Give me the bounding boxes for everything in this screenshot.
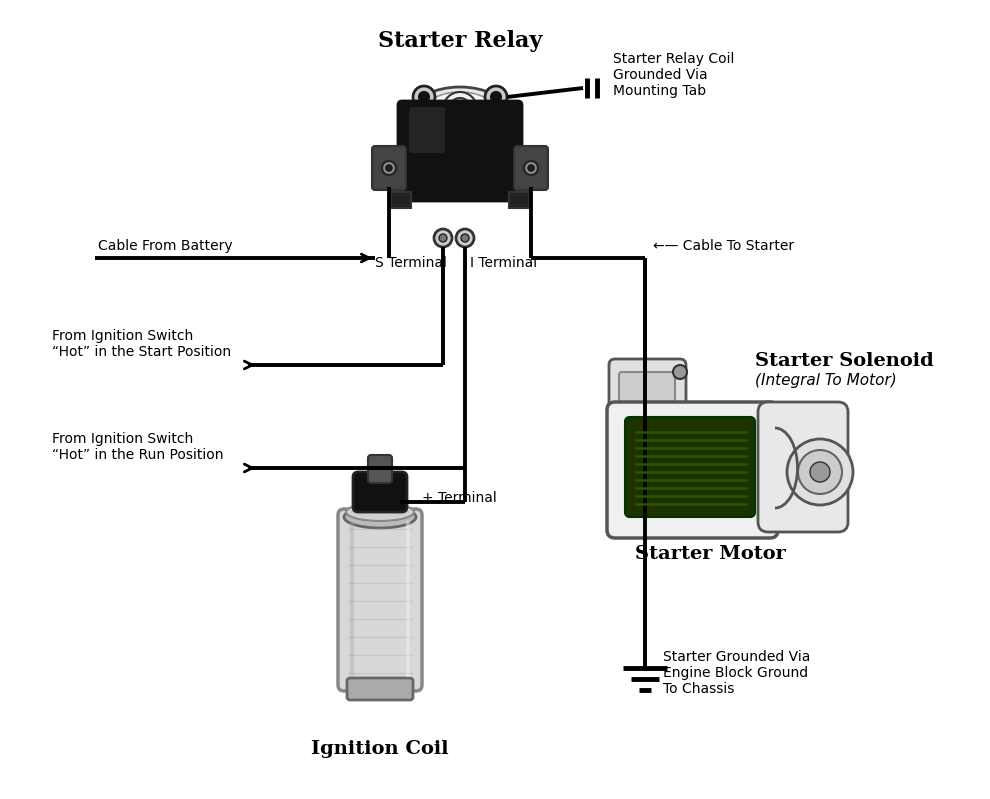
- Text: + Terminal: + Terminal: [422, 491, 497, 505]
- Circle shape: [455, 104, 465, 114]
- Circle shape: [491, 92, 501, 102]
- Circle shape: [787, 439, 853, 505]
- Text: Starter Solenoid: Starter Solenoid: [755, 352, 934, 370]
- Circle shape: [386, 165, 392, 171]
- Circle shape: [449, 98, 471, 120]
- Text: Starter Grounded Via
Engine Block Ground
To Chassis: Starter Grounded Via Engine Block Ground…: [663, 650, 811, 696]
- FancyBboxPatch shape: [353, 472, 407, 512]
- Text: (Integral To Motor): (Integral To Motor): [755, 373, 897, 388]
- FancyBboxPatch shape: [372, 146, 406, 190]
- Text: Starter Relay Coil
Grounded Via
Mounting Tab: Starter Relay Coil Grounded Via Mounting…: [613, 52, 735, 98]
- FancyBboxPatch shape: [609, 359, 686, 426]
- Ellipse shape: [425, 92, 495, 130]
- Circle shape: [528, 165, 534, 171]
- FancyBboxPatch shape: [347, 678, 413, 700]
- Circle shape: [439, 234, 447, 242]
- Text: ←— Cable To Starter: ←— Cable To Starter: [653, 239, 794, 253]
- FancyBboxPatch shape: [625, 417, 755, 517]
- FancyBboxPatch shape: [758, 402, 848, 532]
- Ellipse shape: [346, 503, 414, 521]
- Circle shape: [810, 462, 830, 482]
- FancyBboxPatch shape: [619, 372, 675, 403]
- Circle shape: [798, 450, 842, 494]
- Text: Starter Relay: Starter Relay: [378, 30, 543, 52]
- FancyBboxPatch shape: [409, 107, 445, 153]
- Text: From Ignition Switch
“Hot” in the Start Position: From Ignition Switch “Hot” in the Start …: [52, 329, 231, 359]
- Text: From Ignition Switch
“Hot” in the Run Position: From Ignition Switch “Hot” in the Run Po…: [52, 431, 224, 462]
- FancyBboxPatch shape: [607, 402, 778, 538]
- FancyBboxPatch shape: [391, 192, 411, 208]
- FancyBboxPatch shape: [338, 509, 422, 691]
- Text: S Terminal: S Terminal: [375, 256, 446, 270]
- FancyBboxPatch shape: [368, 455, 392, 483]
- Ellipse shape: [344, 506, 416, 528]
- Circle shape: [485, 86, 507, 108]
- Circle shape: [456, 229, 474, 247]
- Circle shape: [524, 161, 538, 175]
- Text: I Terminal: I Terminal: [470, 256, 538, 270]
- Circle shape: [443, 92, 477, 126]
- Circle shape: [434, 229, 452, 247]
- Text: Ignition Coil: Ignition Coil: [311, 740, 448, 758]
- Circle shape: [673, 365, 687, 379]
- Circle shape: [382, 161, 396, 175]
- Circle shape: [461, 234, 469, 242]
- FancyBboxPatch shape: [509, 192, 529, 208]
- Text: Starter Motor: Starter Motor: [635, 545, 786, 563]
- Ellipse shape: [413, 87, 508, 139]
- FancyBboxPatch shape: [398, 101, 522, 201]
- Circle shape: [419, 92, 429, 102]
- Circle shape: [413, 86, 435, 108]
- Text: Cable From Battery: Cable From Battery: [98, 239, 233, 253]
- FancyBboxPatch shape: [514, 146, 548, 190]
